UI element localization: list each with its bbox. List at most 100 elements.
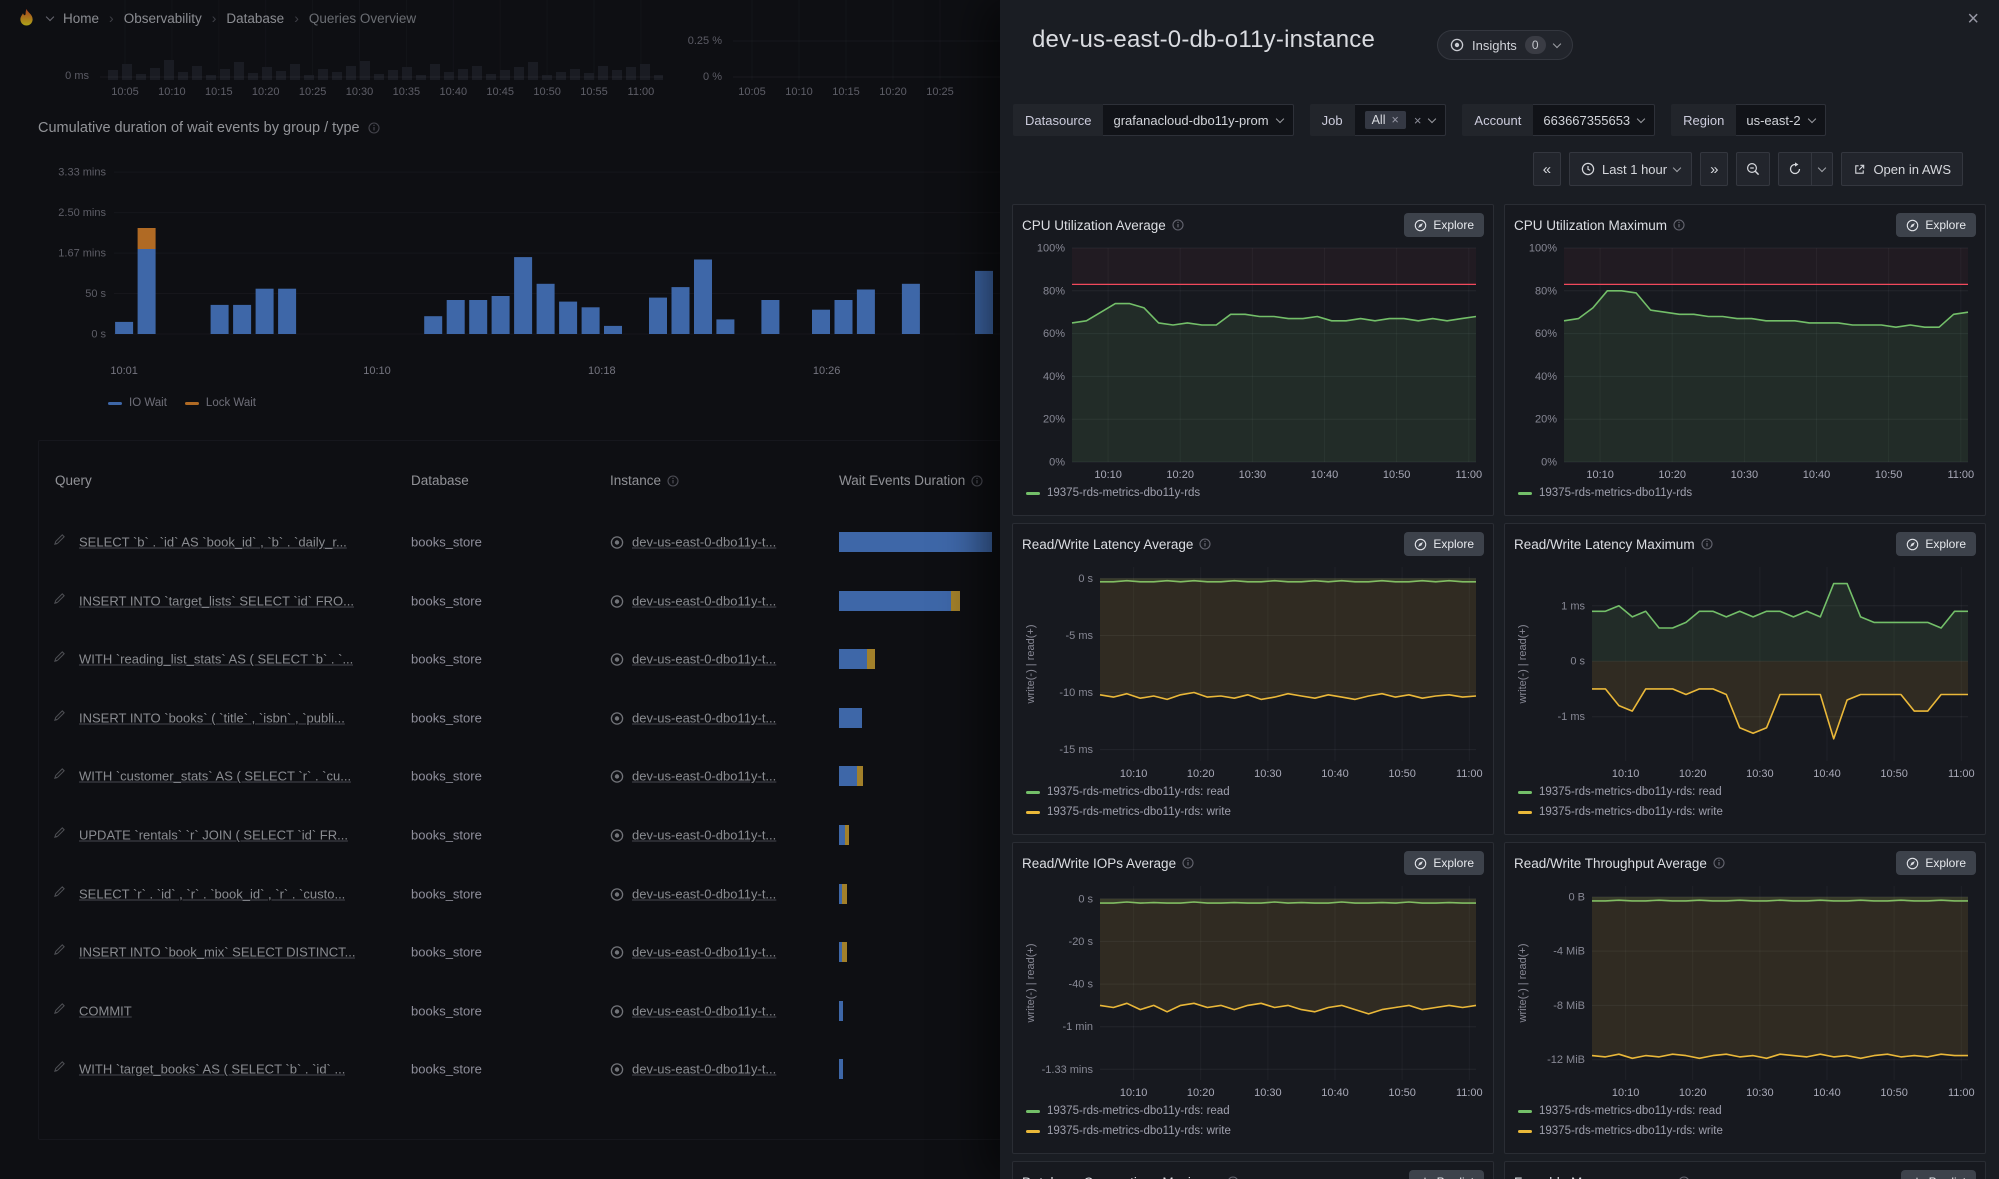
query-link[interactable]: INSERT INTO `target_lists` SELECT `id` F… <box>79 593 354 609</box>
query-link[interactable]: UPDATE `rentals` `r` JOIN ( SELECT `id` … <box>79 827 348 843</box>
refresh-button[interactable] <box>1778 152 1813 186</box>
svg-text:-5 ms: -5 ms <box>1066 630 1094 642</box>
column-header[interactable]: Instance <box>610 473 679 488</box>
explore-button[interactable]: Explore <box>1896 532 1976 556</box>
predict-button[interactable]: Predict <box>1900 1170 1976 1179</box>
legend-item[interactable]: 19375-rds-metrics-dbo11y-rds: read <box>1518 783 1976 801</box>
breadcrumb-item[interactable]: Database <box>226 10 285 26</box>
legend-item[interactable]: IO Wait <box>108 394 167 412</box>
query-link[interactable]: SELECT `r` . `id` , `r` . `book_id` , `r… <box>79 886 346 902</box>
instance-link[interactable]: dev-us-east-0-dbo11y-t... <box>632 534 777 550</box>
breadcrumb-item[interactable]: Home <box>63 10 100 26</box>
region-select[interactable]: us-east-2 <box>1736 104 1826 136</box>
svg-text:-10 ms: -10 ms <box>1059 687 1093 699</box>
time-shift-back-button[interactable]: « <box>1532 152 1562 186</box>
close-icon[interactable]: × <box>1967 8 1979 30</box>
legend-item[interactable]: 19375-rds-metrics-dbo11y-rds: read <box>1518 1102 1976 1120</box>
time-range-picker[interactable]: Last 1 hour <box>1569 152 1693 186</box>
top-right-chart-x-axis: 10:05 10:10 10:15 10:20 10:25 <box>733 86 1000 100</box>
legend-item[interactable]: 19375-rds-metrics-dbo11y-rds <box>1026 484 1484 502</box>
job-select[interactable]: All × × <box>1354 104 1447 136</box>
explore-button[interactable]: Explore <box>1404 851 1484 875</box>
svg-text:0%: 0% <box>1049 457 1065 469</box>
panel-chart[interactable]: 100% 80% 60% 40% 20% 0% 10:10 10:20 10:30 10:40 10… <box>1514 238 1976 484</box>
instance-link[interactable]: dev-us-east-0-dbo11y-t... <box>632 944 777 960</box>
datasource-select[interactable]: grafanacloud-dbo11y-prom <box>1103 104 1294 136</box>
panel-chart[interactable]: 0 s -5 ms -10 ms -15 ms 10:10 10:20 10:30 10:40… <box>1022 557 1484 783</box>
info-icon[interactable] <box>368 122 380 134</box>
panel-chart[interactable]: 100% 80% 60% 40% 20% 0% 10:10 10:20 10:30 10:40 10… <box>1022 238 1484 484</box>
instance-link[interactable]: dev-us-east-0-dbo11y-t... <box>632 593 777 609</box>
svg-text:10:01: 10:01 <box>110 365 138 377</box>
legend-item[interactable]: 19375-rds-metrics-dbo11y-rds: write <box>1026 1122 1484 1140</box>
legend-item[interactable]: Lock Wait <box>184 394 256 412</box>
explore-button[interactable]: Explore <box>1896 851 1976 875</box>
svg-text:10:20: 10:20 <box>1187 768 1215 780</box>
svg-text:100%: 100% <box>1037 243 1065 255</box>
query-link[interactable]: WITH `customer_stats` AS ( SELECT `r` . … <box>79 768 352 784</box>
svg-text:0%: 0% <box>1541 457 1557 469</box>
legend-item[interactable]: 19375-rds-metrics-dbo11y-rds: read <box>1026 783 1484 801</box>
open-in-aws-button[interactable]: Open in AWS <box>1841 152 1963 186</box>
time-shift-forward-button[interactable]: » <box>1700 152 1729 186</box>
top-left-chart-y-label: 0 ms <box>65 70 89 82</box>
instance-link[interactable]: dev-us-east-0-dbo11y-t... <box>632 827 777 843</box>
database-cell: books_store <box>411 593 482 609</box>
query-link[interactable]: INSERT INTO `books` ( `title` , `isbn` ,… <box>79 710 345 726</box>
instance-link[interactable]: dev-us-east-0-dbo11y-t... <box>632 710 777 726</box>
explore-button[interactable]: Explore <box>1404 213 1484 237</box>
query-link[interactable]: INSERT INTO `book_mix` SELECT DISTINCT..… <box>79 944 356 960</box>
svg-text:10:50: 10:50 <box>1388 768 1416 780</box>
top-left-chart[interactable] <box>100 0 664 89</box>
x-tick: 10:30 <box>345 86 374 98</box>
info-icon[interactable] <box>1199 538 1211 550</box>
panel-chart[interactable]: 0 s -20 s -40 s -1 min -1.33 mins 10:10 10:20 1… <box>1022 876 1484 1102</box>
legend-item[interactable]: 19375-rds-metrics-dbo11y-rds: write <box>1518 1122 1976 1140</box>
breadcrumb-item[interactable]: Queries Overview <box>308 10 417 26</box>
query-link[interactable]: WITH `target_books` AS ( SELECT `b` . `i… <box>79 1061 346 1077</box>
query-link[interactable]: WITH `reading_list_stats` AS ( SELECT `b… <box>79 651 354 667</box>
legend-item[interactable]: 19375-rds-metrics-dbo11y-rds: write <box>1518 803 1976 821</box>
predict-button[interactable]: Predict <box>1408 1170 1484 1179</box>
query-link[interactable]: COMMIT <box>79 1003 132 1019</box>
wait-duration-bar <box>839 1001 843 1021</box>
column-header[interactable]: Query <box>55 473 92 488</box>
instance-link[interactable]: dev-us-east-0-dbo11y-t... <box>632 1003 777 1019</box>
grafana-logo[interactable] <box>16 8 37 29</box>
query-link[interactable]: SELECT `b` . `id` AS `book_id` , `b` . `… <box>79 534 347 550</box>
top-right-chart[interactable] <box>733 0 1000 89</box>
svg-text:10:40: 10:40 <box>1311 469 1339 481</box>
legend-item[interactable]: 19375-rds-metrics-dbo11y-rds: write <box>1026 803 1484 821</box>
job-chip[interactable]: All × <box>1364 111 1406 129</box>
explore-button[interactable]: Explore <box>1404 532 1484 556</box>
refresh-interval-dropdown[interactable] <box>1812 152 1834 186</box>
svg-text:20%: 20% <box>1043 414 1065 426</box>
clear-icon[interactable]: × <box>1413 112 1422 128</box>
legend-item[interactable]: 19375-rds-metrics-dbo11y-rds: read <box>1026 1102 1484 1120</box>
panel-chart[interactable]: 0 B -4 MiB -8 MiB -12 MiB 10:10 10:20 10:30 10:… <box>1514 876 1976 1102</box>
info-icon[interactable] <box>1673 219 1685 231</box>
instance-link[interactable]: dev-us-east-0-dbo11y-t... <box>632 1061 777 1077</box>
wait-events-chart[interactable]: 3.33 mins 2.50 mins 1.67 mins 50 s 0 s 10:01 1… <box>38 150 1000 395</box>
insights-label: Insights <box>1472 37 1517 53</box>
legend-item[interactable]: 19375-rds-metrics-dbo11y-rds <box>1518 484 1976 502</box>
query-icon <box>53 885 66 903</box>
breadcrumb-item[interactable]: Observability <box>123 10 202 26</box>
instance-link[interactable]: dev-us-east-0-dbo11y-t... <box>632 886 777 902</box>
svg-text:-1 ms: -1 ms <box>1558 711 1586 723</box>
instance-link[interactable]: dev-us-east-0-dbo11y-t... <box>632 768 777 784</box>
database-cell: books_store <box>411 710 482 726</box>
info-icon[interactable] <box>1713 857 1725 869</box>
explore-button[interactable]: Explore <box>1896 213 1976 237</box>
info-icon[interactable] <box>1172 219 1184 231</box>
info-icon[interactable] <box>1701 538 1713 550</box>
insights-dropdown[interactable]: Insights 0 <box>1437 30 1573 60</box>
table-row: WITH `reading_list_stats` AS ( SELECT `b… <box>39 630 1597 688</box>
account-select[interactable]: 663667355653 <box>1533 104 1656 136</box>
zoom-out-icon[interactable] <box>1736 152 1771 186</box>
column-header[interactable]: Wait Events Duration <box>839 473 983 488</box>
info-icon[interactable] <box>1182 857 1194 869</box>
panel-chart[interactable]: 1 ms 0 s -1 ms 10:10 10:20 10:30 10:40 10:50 11:… <box>1514 557 1976 783</box>
instance-link[interactable]: dev-us-east-0-dbo11y-t... <box>632 651 777 667</box>
column-header[interactable]: Database <box>411 473 469 488</box>
